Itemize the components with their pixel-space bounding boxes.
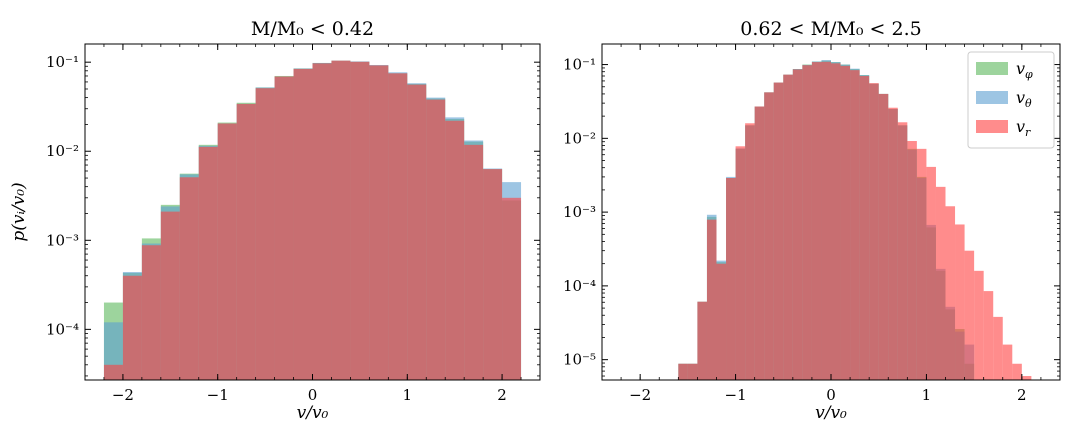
- histogram-bar-v_r: [426, 99, 446, 380]
- histogram-bar-v_r: [974, 270, 984, 380]
- x-tick-label: −2: [629, 386, 651, 404]
- histogram-bar-v_r: [274, 76, 294, 380]
- histogram-bar-v_r: [198, 146, 218, 380]
- histogram-bar-v_r: [678, 363, 688, 380]
- histogram-bar-v_r: [993, 316, 1003, 380]
- histogram-bar-v_r: [255, 88, 275, 380]
- histogram-bar-v_r: [350, 61, 370, 380]
- histogram-bar-v_r: [916, 148, 927, 380]
- histogram-bar-v_r: [745, 123, 755, 380]
- histogram-bar-v_r: [1021, 376, 1032, 380]
- histogram-bar-v_r: [764, 92, 774, 381]
- legend-label-v_theta: vθ: [1016, 88, 1032, 110]
- y-tick-label: 10⁻³: [563, 203, 596, 221]
- histogram-bar-v_r: [964, 250, 975, 380]
- histogram-bar-v_r: [312, 63, 332, 381]
- histogram-bar-v_r: [1002, 344, 1013, 380]
- left-x-axis-label: v/v₀: [297, 403, 329, 423]
- x-tick-label: 0: [826, 386, 836, 404]
- y-tick-label: 10⁻¹: [563, 56, 596, 74]
- legend-swatch-v_r: [976, 120, 1008, 133]
- histogram-bar-v_r: [888, 107, 898, 380]
- x-tick-label: 1: [403, 386, 413, 404]
- histogram-bar-v_r: [369, 65, 389, 381]
- histogram-bar-v_r: [869, 83, 879, 380]
- legend-swatch-v_phi: [976, 62, 1008, 75]
- histogram-bar-v_r: [811, 62, 822, 380]
- y-tick-label: 10⁻⁵: [563, 351, 596, 369]
- histogram-bar-v_r: [802, 65, 812, 381]
- histogram-bar-v_r: [935, 186, 946, 380]
- histogram-bar-v_r: [697, 301, 707, 380]
- histogram-bar-v_r: [1012, 363, 1022, 380]
- left-histogram-panel: −2 −1 0 1 2 10⁻⁴ 10⁻³ 10⁻² 10⁻¹ M/M₀ < 0.42 v/v₀…: [9, 18, 541, 423]
- histogram-bar-v_r: [236, 103, 256, 380]
- histogram-bar-v_r: [831, 63, 841, 381]
- x-tick-label: 2: [1017, 386, 1027, 404]
- y-tick-label: 10⁻²: [46, 142, 79, 160]
- x-tick-label: −2: [112, 386, 134, 404]
- left-axis-ticks: −2 −1 0 1 2 10⁻⁴ 10⁻³ 10⁻² 10⁻¹: [46, 44, 541, 404]
- histogram-bar-v_r: [792, 69, 803, 381]
- left-histogram-bars: [103, 60, 522, 381]
- right-axis-ticks: −2 −1 0 1 2 10⁻⁵ 10⁻⁴ 10⁻³ 10⁻² 10⁻¹: [563, 44, 1061, 404]
- y-tick-label: 10⁻⁴: [46, 320, 79, 338]
- left-y-axis-label: p(vᵢ/v₀): [9, 182, 29, 241]
- histogram-bar-v_r: [716, 263, 727, 380]
- x-tick-label: −1: [207, 386, 229, 404]
- legend: vφ vθ vr: [967, 51, 1055, 149]
- histogram-bar-v_r: [160, 211, 180, 380]
- x-tick-label: 0: [308, 386, 318, 404]
- right-panel-title: 0.62 < M/M₀ < 2.5: [740, 18, 921, 40]
- histogram-bar-v_r: [293, 68, 313, 381]
- histogram-bar-v_r: [840, 65, 851, 381]
- histogram-bar-v_r: [502, 197, 522, 380]
- histogram-bar-v_r: [897, 122, 908, 380]
- y-tick-label: 10⁻³: [46, 231, 79, 249]
- histogram-bar-v_r: [464, 144, 484, 380]
- histogram-bar-v_r: [773, 82, 784, 380]
- y-tick-label: 10⁻¹: [46, 53, 79, 71]
- y-tick-label: 10⁻⁴: [563, 277, 596, 295]
- histogram-bar-v_r: [141, 245, 161, 380]
- histogram-bar-v_r: [735, 146, 746, 380]
- histogram-bar-v_r: [103, 364, 123, 380]
- histogram-bar-v_r: [850, 70, 860, 381]
- x-tick-label: −1: [725, 386, 747, 404]
- histogram-bar-v_r: [706, 219, 717, 380]
- left-panel-title: M/M₀ < 0.42: [251, 18, 374, 40]
- histogram-bar-v_r: [179, 177, 199, 380]
- legend-label-v_r: vr: [1016, 117, 1031, 139]
- histogram-bar-v_r: [726, 178, 736, 380]
- x-tick-label: 2: [497, 386, 507, 404]
- histogram-bar-v_r: [331, 60, 351, 380]
- histogram-bar-v_r: [445, 120, 465, 381]
- right-histogram-bars: [678, 60, 1032, 381]
- histogram-bar-v_r: [388, 73, 408, 380]
- legend-swatch-v_theta: [976, 91, 1008, 104]
- histogram-bar-v_r: [926, 166, 936, 380]
- histogram-bar-v_r: [217, 123, 237, 380]
- histogram-bar-v_r: [859, 75, 870, 381]
- right-histogram-panel: −2 −1 0 1 2 10⁻⁵ 10⁻⁴ 10⁻³ 10⁻² 10⁻¹ 0.62 < M/M₀ …: [563, 18, 1061, 423]
- histogram-bar-v_r: [483, 169, 503, 380]
- histogram-bar-v_r: [687, 363, 698, 380]
- histogram-bar-v_r: [878, 93, 889, 381]
- histogram-bar-v_r: [754, 106, 765, 380]
- x-tick-label: 1: [922, 386, 932, 404]
- histogram-bar-v_r: [907, 141, 917, 380]
- y-tick-label: 10⁻²: [563, 129, 596, 147]
- legend-label-v_phi: vφ: [1016, 59, 1033, 81]
- histogram-bar-v_r: [122, 275, 142, 380]
- histogram-bar-v_r: [945, 206, 956, 380]
- right-x-axis-label: v/v₀: [815, 403, 847, 423]
- histogram-bar-v_r: [407, 84, 427, 381]
- histogram-bar-v_r: [955, 224, 965, 380]
- histogram-bar-v_r: [783, 74, 793, 381]
- histogram-bar-v_r: [983, 291, 994, 380]
- histogram-bar-v_r: [821, 61, 831, 381]
